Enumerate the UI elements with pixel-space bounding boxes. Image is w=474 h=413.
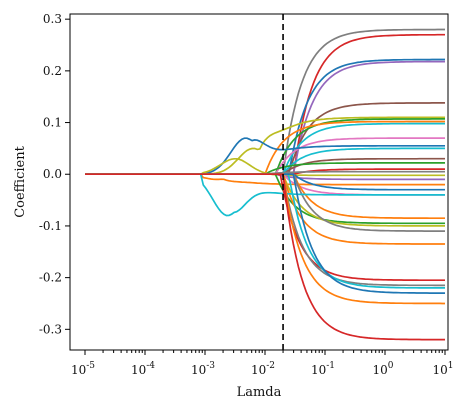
y-tick-label: 0.1 xyxy=(43,116,62,130)
y-tick-label: -0.1 xyxy=(39,219,62,233)
x-tick-label: 10-5 xyxy=(71,361,95,377)
x-axis-ticks: 10-5 10-4 10-3 10-2 10-1 100 101 xyxy=(71,350,454,377)
x-tick-label: 10-1 xyxy=(311,361,335,377)
x-tick-label: 101 xyxy=(432,361,453,377)
y-tick-label: -0.3 xyxy=(39,322,62,336)
x-axis-label: Lamda xyxy=(237,385,282,400)
y-axis-ticks: 0.3 0.2 0.1 0.0 -0.1 -0.2 -0.3 xyxy=(39,12,70,336)
coefficient-path-22 xyxy=(85,173,445,220)
x-tick-label: 100 xyxy=(372,361,393,377)
y-tick-label: 0.0 xyxy=(43,167,62,181)
x-tick-label: 10-2 xyxy=(251,361,275,377)
coefficient-path-33 xyxy=(85,173,445,341)
y-axis-label: Coefficient xyxy=(13,145,28,217)
coefficient-path-1 xyxy=(85,28,445,176)
coefficient-path-20 xyxy=(85,173,445,191)
y-tick-label: 0.2 xyxy=(43,64,62,78)
x-tick-label: 10-3 xyxy=(191,361,215,377)
coefficient-path-12 xyxy=(85,147,445,176)
x-tick-label: 10-4 xyxy=(131,361,155,377)
coefficient-path-29 xyxy=(85,173,445,287)
y-tick-label: 0.3 xyxy=(43,12,62,26)
coefficient-path-23 xyxy=(85,173,445,225)
coefficient-path-2 xyxy=(85,33,445,176)
plot-frame xyxy=(69,13,449,351)
coefficient-path-27 xyxy=(85,173,445,217)
series-layer xyxy=(85,28,445,341)
y-tick-label: -0.2 xyxy=(39,271,62,285)
coefficient-path-17 xyxy=(85,157,445,177)
